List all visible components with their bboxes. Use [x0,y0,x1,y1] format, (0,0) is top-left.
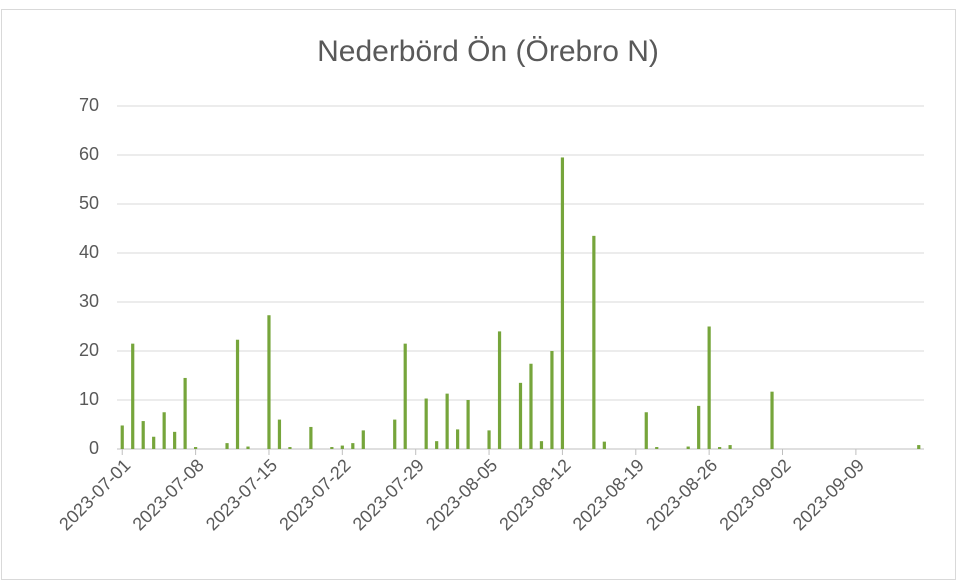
bar [330,447,334,449]
bar [246,446,250,449]
bar [602,441,606,449]
bar [644,412,648,449]
bar [707,326,711,449]
bar [183,377,187,449]
chart-frame [1,9,956,580]
bar [917,445,921,449]
bar [592,235,596,449]
bar [288,447,292,449]
bar [466,400,470,449]
bar [361,430,365,449]
y-tick-label: 60 [79,144,99,164]
bar [173,431,177,449]
bar [131,343,135,449]
bar [445,393,449,449]
bar [309,426,313,449]
bar [225,443,229,449]
bar [403,343,407,449]
bar [340,445,344,449]
bar [393,419,397,449]
bar [120,425,124,449]
y-tick-label: 10 [79,389,99,409]
bar [351,443,355,449]
bar [550,351,554,449]
bar [518,382,523,449]
bar [152,436,156,449]
bar [456,429,460,449]
bar [529,363,533,449]
bar [162,412,166,449]
bar [141,421,145,449]
bar [435,441,439,449]
bar [718,447,722,449]
y-tick-label: 70 [79,95,99,115]
bar [728,445,732,449]
bar [686,446,690,449]
bar [277,419,282,449]
bar [539,441,544,449]
chart-title: Nederbörd Ön (Örebro N) [317,35,659,68]
bar [267,315,271,449]
bar [487,430,491,449]
y-tick-label: 50 [79,193,99,213]
bar [497,331,502,449]
bar [235,339,240,449]
bar [424,398,428,449]
bar [770,391,774,449]
bar [697,405,701,449]
y-tick-label: 0 [89,438,99,458]
bar [194,447,198,449]
y-tick-label: 40 [79,242,99,262]
bar [655,447,659,449]
y-tick-label: 20 [79,340,99,360]
bar [560,157,565,449]
y-tick-label: 30 [79,291,99,311]
